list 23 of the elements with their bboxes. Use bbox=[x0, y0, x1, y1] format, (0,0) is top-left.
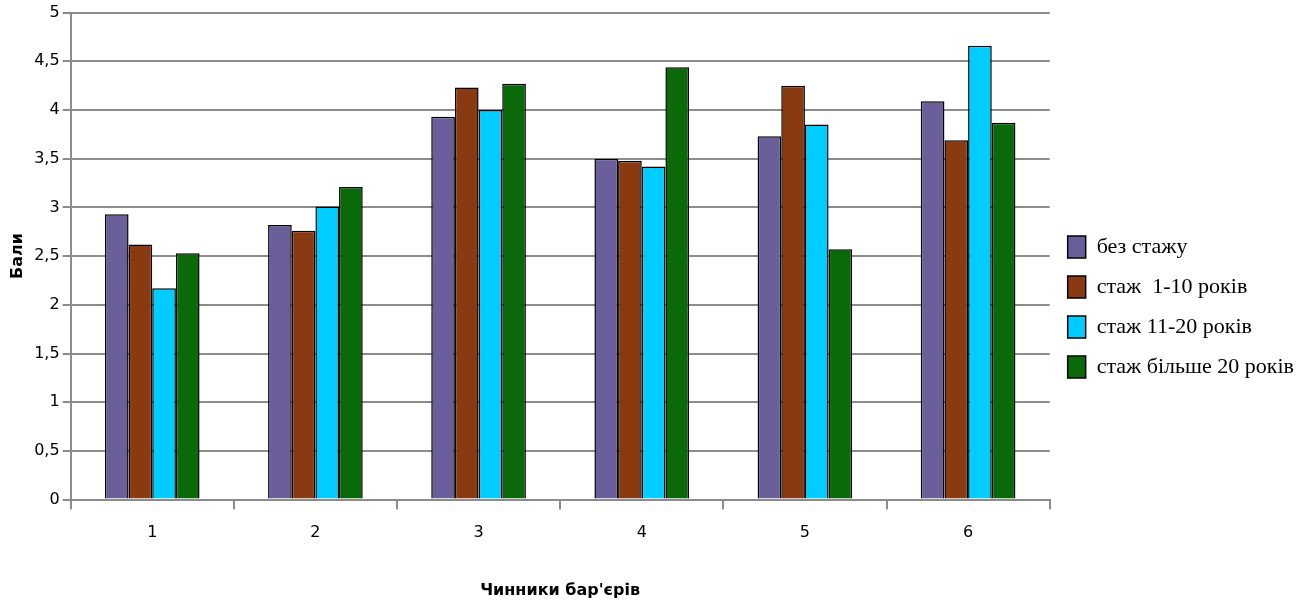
y-tick-label: 2 bbox=[49, 293, 60, 313]
legend-label: стаж більше 20 років bbox=[1096, 352, 1294, 378]
x-axis-title: Чинники бар'єрів bbox=[480, 579, 641, 599]
legend-label: стаж 1-10 років bbox=[1096, 272, 1248, 298]
y-tick-label: 5 bbox=[49, 1, 60, 21]
y-tick-label: 4 bbox=[49, 99, 60, 119]
legend-label: без стажу bbox=[1096, 232, 1188, 258]
x-tick-label: 3 bbox=[473, 522, 484, 542]
y-tick-label: 1 bbox=[49, 391, 60, 411]
y-tick-label: 1,5 bbox=[34, 342, 60, 362]
x-tick-label: 6 bbox=[963, 522, 974, 542]
x-tick-label: 2 bbox=[310, 522, 321, 542]
x-tick-label: 1 bbox=[147, 522, 158, 542]
y-tick-label: 4,5 bbox=[34, 50, 60, 70]
legend-label: стаж 11-20 років bbox=[1096, 312, 1252, 338]
x-tick-label: 5 bbox=[799, 522, 811, 542]
y-tick-label: 0 bbox=[49, 488, 60, 508]
y-tick-label: 3,5 bbox=[34, 147, 60, 167]
y-tick-label: 2,5 bbox=[34, 245, 60, 265]
x-tick-label: 4 bbox=[636, 522, 647, 542]
y-tick-label: 3 bbox=[49, 196, 60, 216]
y-tick-label: 0,5 bbox=[34, 440, 60, 460]
y-axis-title: Бали bbox=[6, 233, 26, 280]
